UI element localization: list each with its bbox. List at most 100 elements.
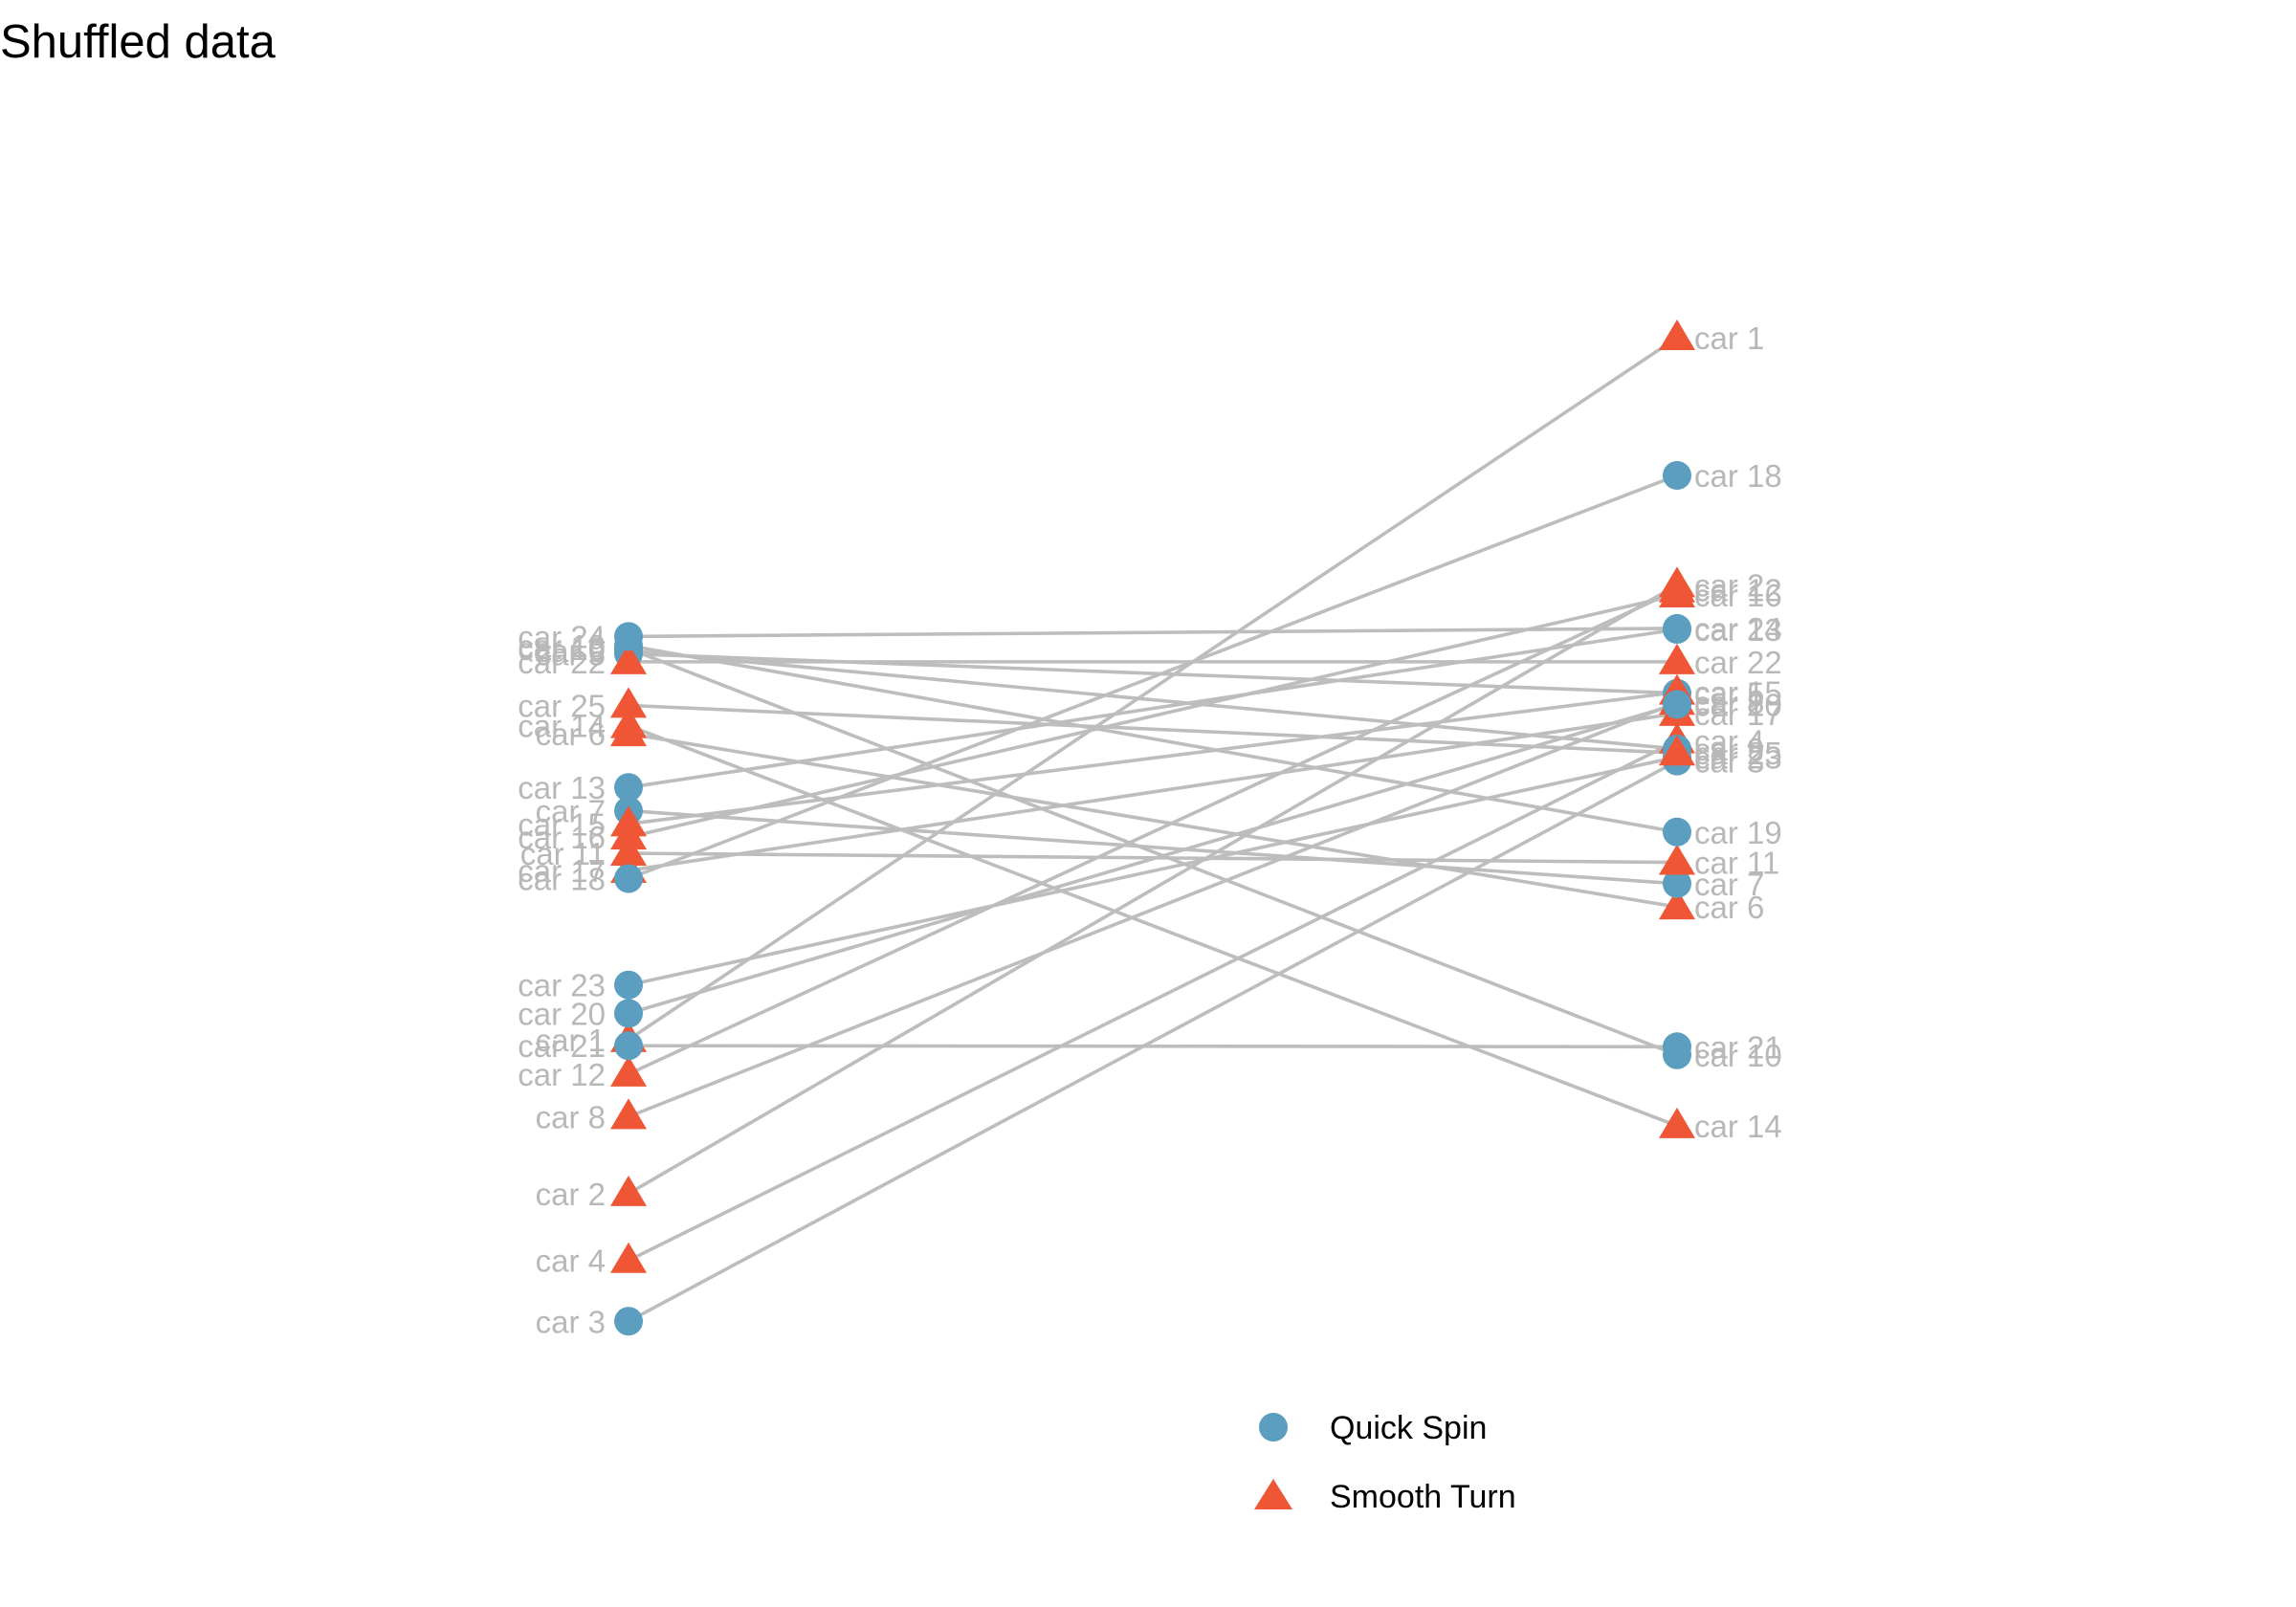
label-left-car-20: car 20 — [518, 996, 606, 1031]
label-right-car-13: car 13 — [1694, 612, 1782, 648]
label-right-car-19: car 19 — [1694, 815, 1782, 850]
slope-lines — [627, 336, 1679, 1323]
point-left-car-13 — [614, 773, 643, 803]
slope-line-car-12 — [628, 588, 1678, 1076]
point-left-car-20 — [614, 999, 643, 1028]
label-right-car-20: car 20 — [1694, 687, 1782, 722]
slope-line-car-25 — [628, 703, 1678, 755]
point-right-car-21 — [1663, 1032, 1691, 1062]
legend-label-quick-spin: Quick Spin — [1330, 1410, 1487, 1446]
chart-title: Shuffled data — [0, 16, 276, 68]
label-right-car-6: car 6 — [1694, 890, 1764, 925]
point-right-car-18 — [1663, 461, 1691, 491]
point-right-car-7 — [1663, 869, 1691, 898]
label-left-car-3: car 3 — [536, 1304, 606, 1339]
label-left-car-7: car 7 — [536, 794, 606, 829]
label-left-car-17: car 17 — [518, 853, 606, 889]
label-right-car-4: car 4 — [1694, 723, 1764, 759]
point-left-car-2 — [610, 1175, 647, 1206]
slope-line-car-24 — [628, 627, 1678, 639]
point-left-car-8 — [610, 1098, 647, 1130]
label-right-car-7: car 7 — [1694, 867, 1764, 902]
legend-circle-icon — [1259, 1413, 1288, 1442]
point-left-car-25 — [610, 687, 647, 718]
label-right-car-22: car 22 — [1694, 645, 1782, 680]
label-right-car-14: car 14 — [1694, 1109, 1782, 1144]
label-left-car-2: car 2 — [536, 1177, 606, 1212]
point-left-car-12 — [610, 1055, 647, 1087]
point-right-car-11 — [1659, 844, 1695, 875]
point-right-car-1 — [1659, 319, 1695, 350]
point-right-car-25 — [1659, 735, 1695, 766]
slope-line-car-7 — [628, 808, 1678, 886]
label-right-car-15: car 15 — [1694, 675, 1782, 711]
label-right-car-23: car 23 — [1694, 739, 1782, 775]
point-left-car-22 — [610, 643, 647, 674]
slope-line-car-20 — [628, 702, 1678, 1016]
label-left-car-15: car 15 — [518, 806, 606, 842]
label-right-car-16: car 16 — [1694, 578, 1782, 613]
point-right-car-6 — [1659, 889, 1695, 920]
slope-line-car-4 — [628, 738, 1678, 1263]
point-left-car-11 — [610, 835, 647, 867]
slope-line-car-14 — [628, 723, 1678, 1128]
slope-line-car-17 — [628, 712, 1678, 872]
legend-label-smooth-turn: Smooth Turn — [1330, 1479, 1516, 1515]
label-right-car-12: car 12 — [1694, 573, 1782, 608]
legend: Quick Spin Smooth Turn — [1254, 1410, 1516, 1515]
point-right-car-14 — [1659, 1107, 1695, 1138]
slope-line-car-16 — [628, 593, 1678, 839]
label-left-car-10: car 10 — [518, 631, 606, 667]
label-left-car-25: car 25 — [518, 688, 606, 723]
point-left-car-14 — [610, 707, 647, 738]
label-left-car-1: car 1 — [536, 1023, 606, 1058]
label-right-car-17: car 17 — [1694, 696, 1782, 732]
label-left-car-9: car 9 — [536, 633, 606, 669]
label-left-car-8: car 8 — [536, 1099, 606, 1134]
label-right-car-25: car 25 — [1694, 736, 1782, 771]
label-right-car-3: car 3 — [1694, 744, 1764, 780]
slope-line-car-1 — [627, 336, 1679, 1042]
point-left-car-18 — [614, 864, 643, 893]
slope-line-car-10 — [628, 647, 1678, 1057]
slope-line-car-23 — [628, 755, 1678, 987]
slope-line-car-18 — [628, 473, 1678, 881]
slope-line-car-9 — [628, 649, 1678, 751]
label-left-car-4: car 4 — [536, 1244, 606, 1279]
label-right-car-1: car 1 — [1694, 320, 1764, 356]
legend-triangle-icon — [1254, 1479, 1292, 1509]
label-right-car-10: car 10 — [1694, 1038, 1782, 1073]
label-right-car-18: car 18 — [1694, 458, 1782, 494]
label-left-car-18: car 18 — [518, 862, 606, 897]
slope-line-car-15 — [628, 690, 1678, 826]
point-right-car-22 — [1659, 643, 1695, 674]
point-right-car-19 — [1663, 817, 1691, 847]
point-right-car-16 — [1659, 576, 1695, 607]
label-left-car-13: car 13 — [518, 770, 606, 805]
slope-line-car-3 — [628, 759, 1678, 1323]
label-left-car-14: car 14 — [518, 709, 606, 744]
label-right-car-24: car 24 — [1694, 611, 1782, 647]
label-right-car-2: car 2 — [1694, 567, 1764, 603]
label-left-car-12: car 12 — [518, 1057, 606, 1092]
label-right-car-11: car 11 — [1694, 846, 1779, 881]
label-left-car-5: car 5 — [536, 636, 606, 671]
label-left-car-23: car 23 — [518, 968, 606, 1003]
label-left-car-6: car 6 — [536, 716, 606, 752]
point-left-car-16 — [610, 819, 647, 850]
label-right-car-8: car 8 — [1694, 685, 1764, 720]
label-left-car-11: car 11 — [520, 836, 606, 871]
point-left-car-21 — [614, 1031, 643, 1061]
data-points — [610, 319, 1695, 1336]
point-left-car-3 — [614, 1307, 643, 1336]
label-left-car-16: car 16 — [518, 820, 606, 855]
point-right-car-24 — [1663, 613, 1691, 643]
slope-line-car-19 — [628, 644, 1678, 834]
label-left-car-19: car 19 — [518, 628, 606, 664]
point-left-car-23 — [614, 970, 643, 1000]
point-left-car-4 — [610, 1242, 647, 1273]
label-right-car-5: car 5 — [1694, 676, 1764, 712]
label-left-car-24: car 24 — [518, 619, 606, 654]
